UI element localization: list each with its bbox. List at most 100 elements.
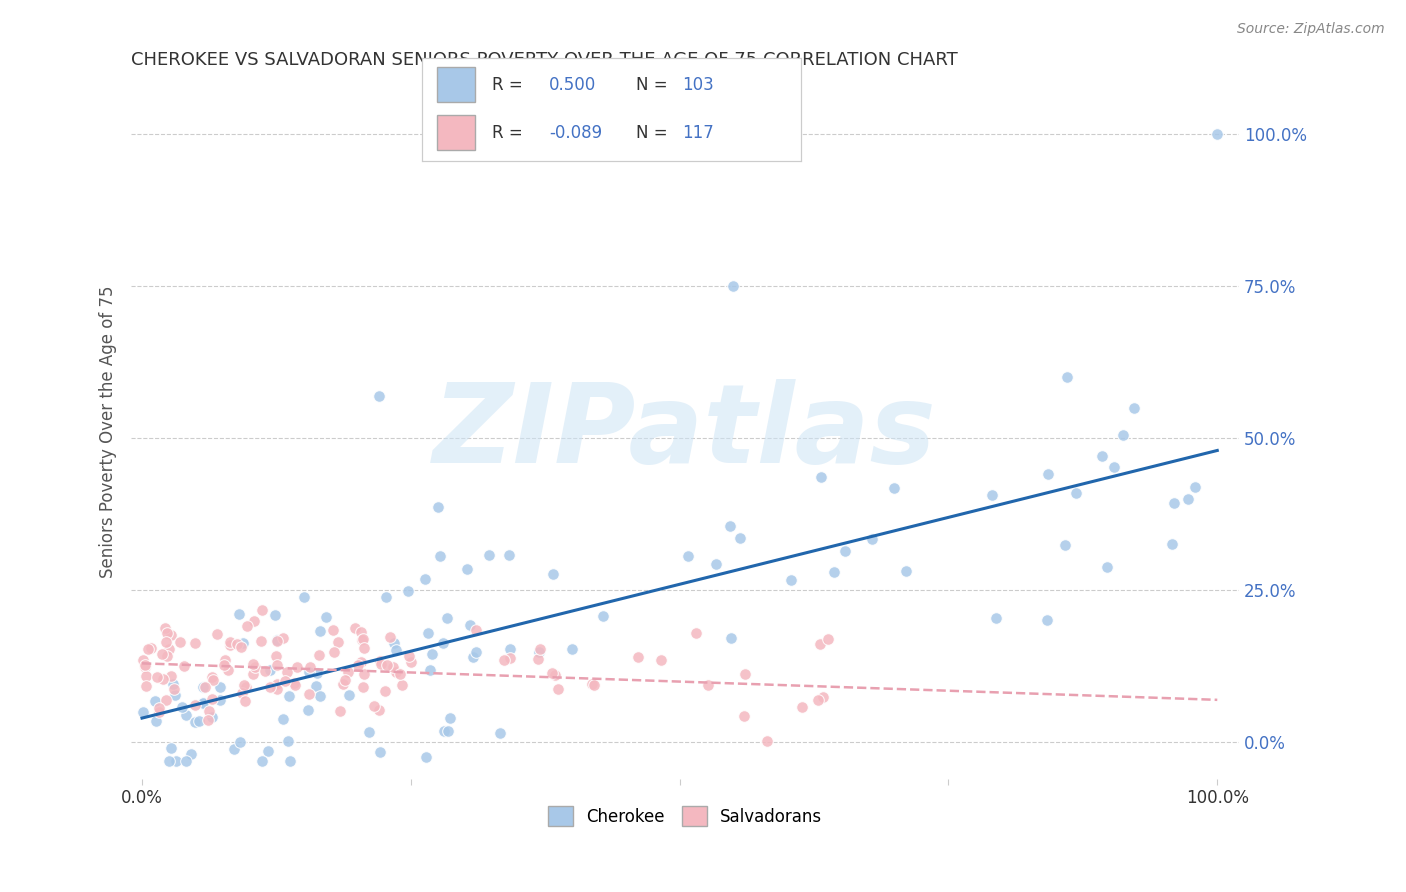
Point	[385, 643, 408, 657]
Point	[339, 688, 361, 702]
Point	[986, 611, 1008, 625]
Point	[1056, 370, 1078, 384]
Point	[368, 654, 391, 668]
Point	[391, 678, 413, 692]
Point	[135, 679, 157, 693]
Text: 0.500: 0.500	[548, 76, 596, 94]
Text: ZIPatlas: ZIPatlas	[433, 379, 936, 486]
Point	[1036, 467, 1059, 481]
Point	[264, 648, 287, 663]
Point	[212, 658, 235, 673]
Point	[529, 641, 551, 656]
Point	[284, 678, 307, 692]
Point	[266, 634, 288, 648]
Point	[359, 725, 381, 739]
Point	[250, 754, 273, 768]
Point	[420, 647, 443, 661]
Point	[370, 657, 392, 671]
Point	[232, 635, 254, 649]
Point	[352, 680, 374, 694]
Point	[810, 470, 832, 484]
Point	[464, 645, 486, 659]
Point	[207, 627, 229, 641]
Point	[333, 673, 356, 688]
Point	[243, 614, 266, 628]
Text: N =: N =	[637, 124, 668, 142]
Point	[228, 734, 250, 748]
Point	[1206, 127, 1229, 141]
Point	[465, 623, 488, 637]
Point	[456, 562, 478, 576]
Point	[353, 667, 375, 681]
Point	[1163, 496, 1185, 510]
Point	[305, 666, 328, 681]
Point	[375, 590, 398, 604]
Point	[780, 573, 803, 587]
Point	[214, 653, 236, 667]
Point	[157, 754, 180, 768]
Point	[308, 648, 330, 662]
Point	[250, 634, 273, 648]
Point	[1036, 613, 1059, 627]
Point	[134, 660, 156, 674]
Point	[156, 649, 179, 664]
Point	[285, 660, 308, 674]
Point	[498, 548, 520, 562]
Point	[627, 650, 650, 665]
Point	[235, 680, 257, 694]
Point	[198, 705, 221, 719]
Point	[271, 712, 294, 726]
Point	[191, 697, 214, 711]
Point	[1066, 486, 1088, 500]
Point	[396, 583, 419, 598]
Point	[350, 625, 373, 640]
Point	[1161, 536, 1184, 550]
Point	[266, 657, 288, 672]
Point	[527, 652, 550, 666]
Point	[160, 669, 183, 683]
Point	[222, 741, 245, 756]
Point	[145, 714, 167, 729]
Point	[233, 678, 256, 692]
Point	[242, 667, 264, 681]
Point	[155, 693, 177, 707]
Point	[389, 666, 412, 681]
Point	[718, 519, 741, 533]
Point	[250, 603, 273, 617]
Point	[734, 667, 756, 681]
Point	[980, 488, 1002, 502]
Point	[139, 640, 162, 655]
Point	[219, 634, 242, 648]
Point	[231, 686, 253, 700]
Point	[650, 653, 672, 667]
Point	[309, 689, 332, 703]
Point	[492, 652, 515, 666]
Point	[811, 690, 834, 704]
Point	[219, 638, 242, 652]
Point	[723, 279, 745, 293]
Point	[436, 611, 458, 625]
Point	[191, 680, 214, 694]
Point	[823, 565, 845, 579]
FancyBboxPatch shape	[437, 67, 475, 102]
Point	[159, 628, 181, 642]
Point	[298, 665, 321, 679]
Point	[399, 656, 422, 670]
Point	[1091, 449, 1114, 463]
Point	[419, 663, 441, 677]
Point	[499, 642, 522, 657]
Point	[245, 659, 267, 673]
Point	[308, 624, 330, 638]
Point	[381, 660, 404, 674]
Point	[163, 688, 186, 702]
Text: -0.089: -0.089	[548, 124, 602, 142]
Point	[148, 705, 170, 719]
Legend: Cherokee, Salvadorans: Cherokee, Salvadorans	[541, 799, 828, 833]
Point	[184, 715, 207, 730]
FancyBboxPatch shape	[437, 115, 475, 150]
Point	[543, 566, 565, 581]
Point	[165, 754, 187, 768]
Point	[169, 635, 191, 649]
Point	[209, 680, 232, 694]
Point	[1095, 559, 1118, 574]
